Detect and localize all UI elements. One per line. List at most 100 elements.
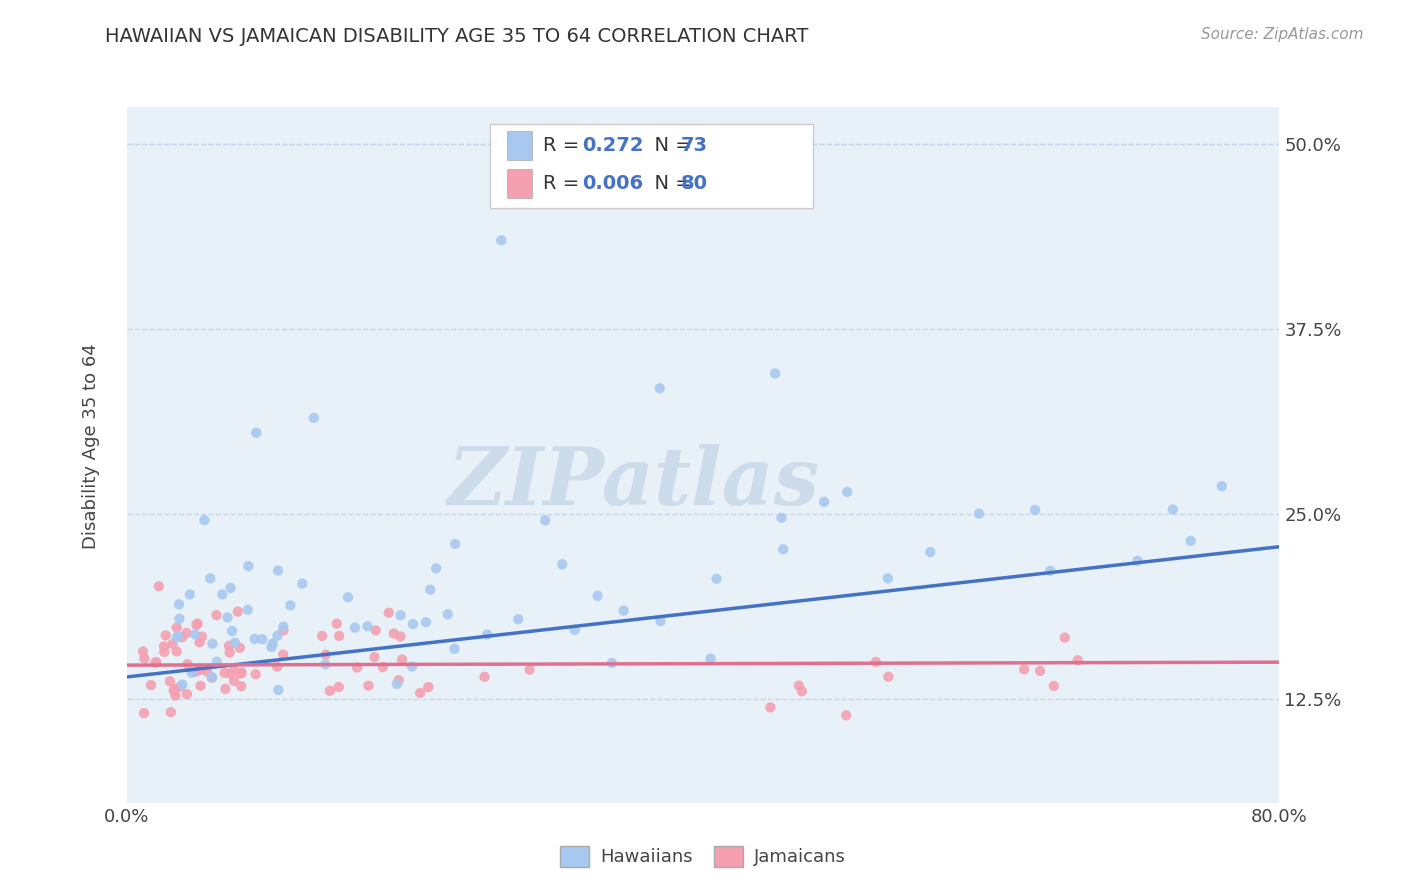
Point	[219, 666, 242, 681]
Point	[205, 608, 228, 623]
Point	[280, 599, 302, 613]
Point	[1067, 653, 1090, 667]
Point	[443, 641, 465, 656]
Point	[221, 624, 243, 638]
Point	[172, 677, 194, 691]
Point	[218, 639, 240, 653]
Point	[302, 411, 325, 425]
Point	[191, 630, 214, 644]
Point	[444, 537, 467, 551]
Point	[214, 665, 236, 680]
Point	[477, 627, 499, 641]
Point	[236, 603, 259, 617]
Point	[190, 679, 212, 693]
Point	[759, 700, 782, 714]
Text: Source: ZipAtlas.com: Source: ZipAtlas.com	[1201, 27, 1364, 42]
Point	[179, 587, 201, 601]
Text: 73: 73	[681, 136, 709, 155]
Point	[1053, 631, 1076, 645]
Point	[163, 683, 186, 698]
Point	[266, 659, 288, 673]
Point	[217, 610, 239, 624]
Point	[877, 670, 900, 684]
Point	[357, 679, 380, 693]
Point	[551, 558, 574, 572]
Text: 0.272: 0.272	[582, 136, 644, 155]
Text: 0.006: 0.006	[582, 174, 644, 193]
Text: ZIPatlas: ZIPatlas	[447, 444, 820, 522]
Point	[201, 671, 224, 685]
Point	[155, 628, 177, 642]
Point	[238, 559, 260, 574]
Point	[224, 663, 246, 677]
Point	[195, 665, 218, 679]
Point	[218, 646, 240, 660]
Point	[650, 614, 672, 628]
Point	[262, 636, 284, 650]
Point	[188, 663, 211, 677]
Point	[184, 665, 207, 679]
Point	[1126, 554, 1149, 568]
Point	[145, 655, 167, 669]
Point	[245, 667, 267, 681]
Point	[346, 660, 368, 674]
Point	[219, 581, 242, 595]
Point	[160, 705, 183, 719]
Point	[291, 576, 314, 591]
Point	[835, 484, 858, 499]
Point	[600, 656, 623, 670]
Point	[180, 665, 202, 680]
Point	[1012, 662, 1035, 676]
Point	[132, 706, 155, 720]
Point	[813, 495, 835, 509]
Point	[187, 616, 209, 631]
Point	[229, 640, 252, 655]
Point	[364, 624, 387, 638]
Point	[201, 670, 224, 684]
Point	[388, 673, 411, 687]
Point	[134, 651, 156, 665]
Point	[159, 674, 181, 689]
Point	[214, 681, 236, 696]
Point	[343, 621, 366, 635]
Point	[231, 679, 253, 693]
Point	[385, 677, 408, 691]
Point	[409, 686, 432, 700]
Text: N =: N =	[641, 174, 697, 193]
Point	[273, 619, 295, 633]
Point	[519, 663, 541, 677]
Text: N =: N =	[641, 136, 697, 155]
Text: Disability Age 35 to 64: Disability Age 35 to 64	[83, 343, 100, 549]
Point	[170, 630, 193, 644]
Point	[205, 655, 228, 669]
Point	[586, 589, 609, 603]
Legend: Hawaiians, Jamaicans: Hawaiians, Jamaicans	[553, 838, 853, 874]
Point	[139, 678, 162, 692]
Point	[389, 608, 412, 623]
Point	[162, 637, 184, 651]
Point	[166, 621, 188, 635]
Point	[273, 624, 295, 638]
Point	[266, 629, 288, 643]
Point	[920, 545, 942, 559]
Point	[166, 630, 188, 644]
Point	[772, 542, 794, 557]
Point	[267, 682, 290, 697]
Point	[271, 648, 294, 662]
Point	[337, 591, 360, 605]
Point	[356, 619, 378, 633]
Text: R =: R =	[543, 174, 586, 193]
Point	[211, 587, 233, 601]
Point	[163, 681, 186, 696]
Point	[1024, 503, 1046, 517]
Point	[245, 425, 267, 440]
Point	[176, 687, 198, 701]
Point	[508, 612, 530, 626]
Point	[770, 510, 793, 524]
Point	[186, 617, 208, 632]
Point	[1039, 564, 1062, 578]
Point	[314, 657, 336, 672]
Point	[436, 607, 458, 622]
Point	[143, 656, 166, 670]
Point	[1211, 479, 1233, 493]
